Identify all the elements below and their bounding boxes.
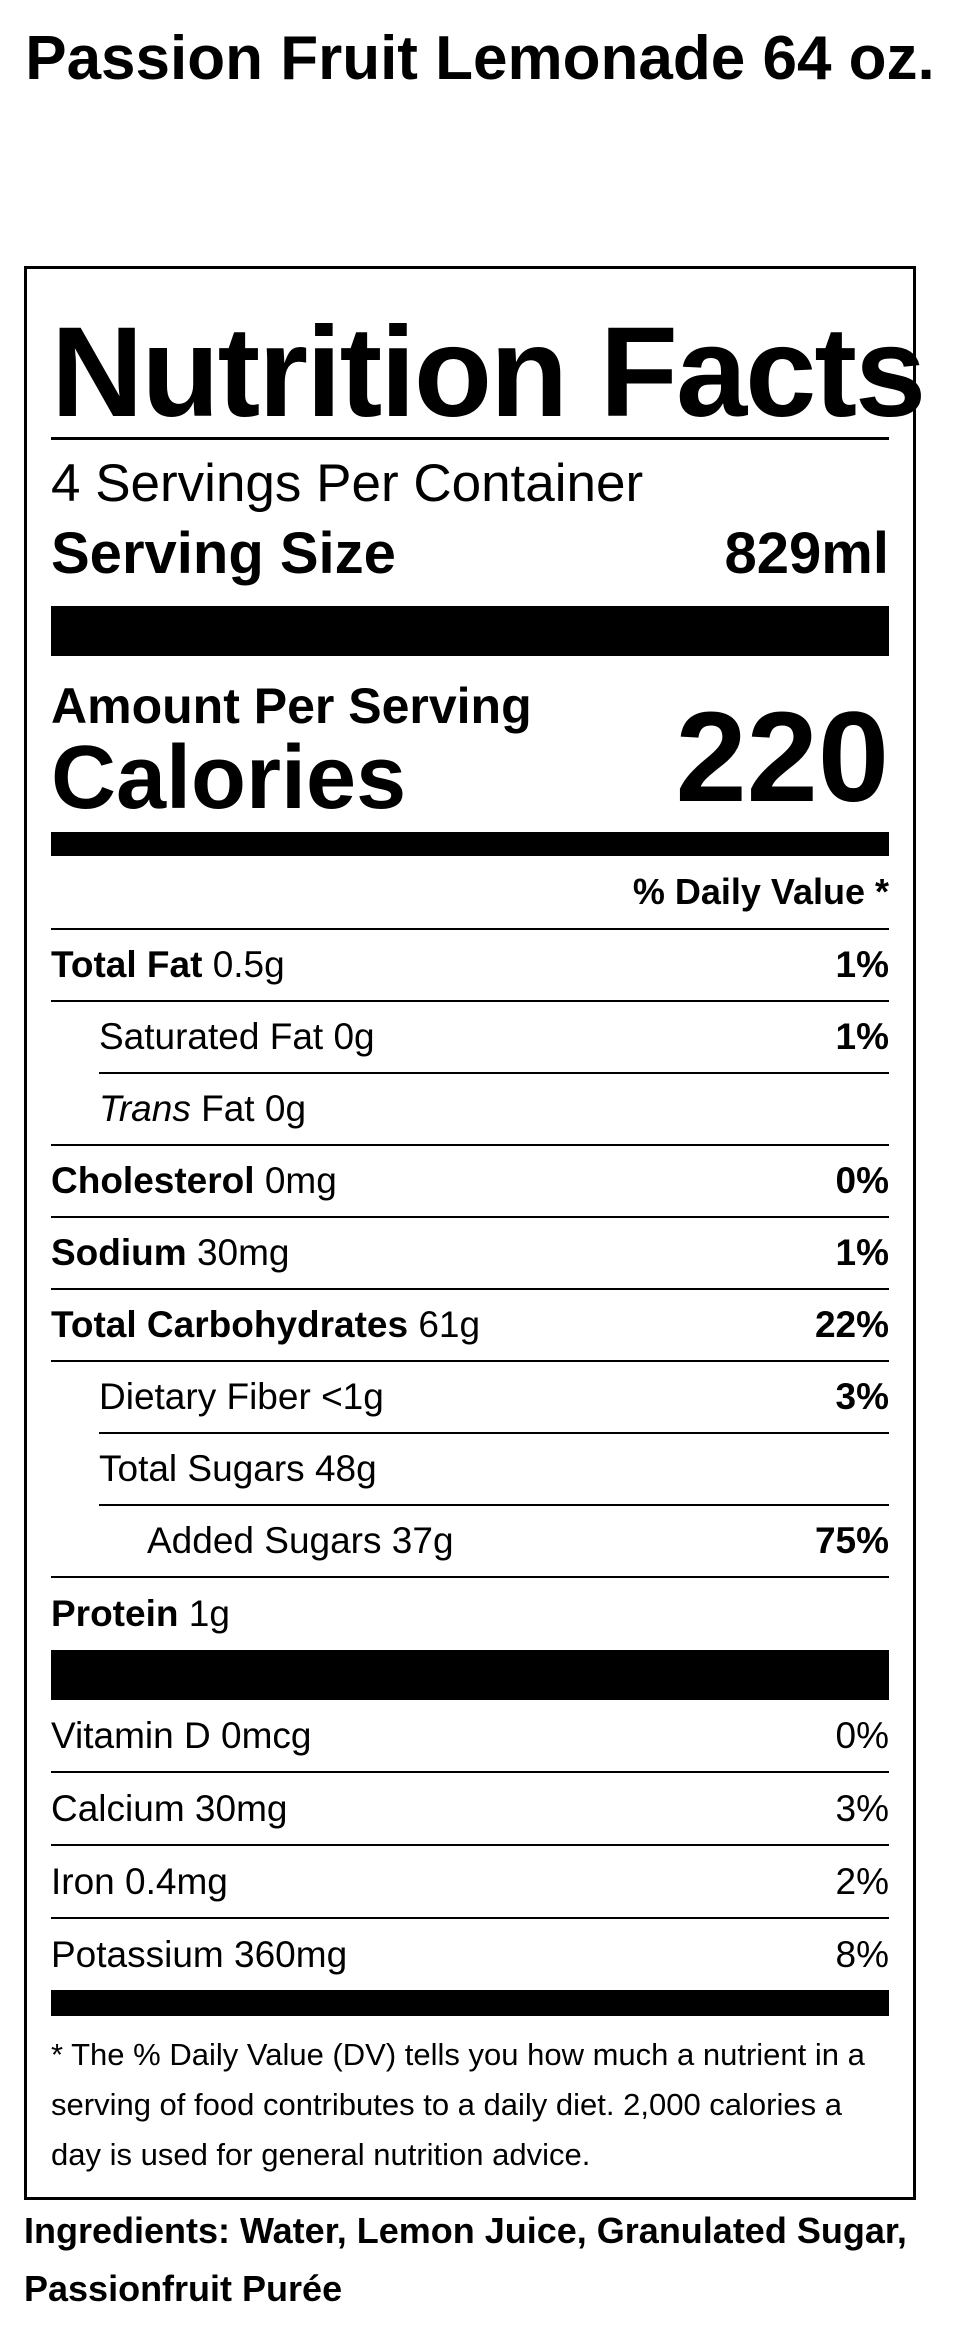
vitamin-row-potassium: Potassium 360mg 8%	[51, 1919, 889, 1992]
nutrient-name: Total Fat	[51, 944, 203, 985]
nutrient-dv: 0%	[835, 1160, 889, 1201]
vitamin-amount: 0mcg	[221, 1714, 312, 1756]
nutrient-amount: 37g	[391, 1520, 454, 1561]
nutrient-name: Total Carbohydrates	[51, 1304, 409, 1345]
nutrient-row-saturated-fat: Saturated Fat 0g 1%	[99, 1002, 889, 1074]
vitamin-dv: 8%	[835, 1933, 889, 1975]
nutrient-name: Total Sugars	[99, 1448, 305, 1489]
nutrient-dv: 22%	[814, 1304, 889, 1345]
nutrient-name: Sodium	[51, 1232, 187, 1273]
nutrient-amount: 1g	[188, 1593, 230, 1634]
daily-value-footnote: * The % Daily Value (DV) tells you how m…	[51, 2037, 865, 2172]
nutrient-row-added-sugars: Added Sugars 37g 75%	[51, 1506, 889, 1578]
nutrient-dv: 1%	[835, 1016, 889, 1057]
nutrient-name-italic: Trans	[99, 1088, 191, 1129]
medium-divider	[51, 832, 889, 856]
nutrient-row-dietary-fiber: Dietary Fiber <1g 3%	[99, 1362, 889, 1434]
vitamin-row-vitamin-d: Vitamin D 0mcg 0%	[51, 1700, 889, 1773]
nutrition-facts-label: Nutrition Facts 4 Servings Per Container…	[24, 266, 926, 2200]
vitamin-name: Calcium	[51, 1787, 185, 1829]
nutrient-dv: 75%	[814, 1520, 889, 1561]
vitamin-dv: 0%	[835, 1714, 889, 1756]
daily-value-header: % Daily Value *	[51, 856, 889, 930]
nutrient-amount: 30mg	[196, 1232, 290, 1273]
nutrient-row-total-carbohydrates: Total Carbohydrates 61g 22%	[51, 1290, 889, 1362]
nutrient-amount: 0.5g	[212, 944, 285, 985]
nutrient-row-trans-fat: Trans Fat 0g	[51, 1074, 889, 1146]
vitamin-amount: 360mg	[234, 1933, 348, 1975]
vitamin-name: Vitamin D	[51, 1714, 211, 1756]
nutrient-amount: <1g	[321, 1376, 384, 1417]
serving-size-row: Serving Size 829ml	[51, 514, 889, 586]
product-title: Passion Fruit Lemonade 64 oz.	[25, 24, 935, 93]
nutrient-amount: 0mg	[264, 1160, 337, 1201]
servings-per-container: 4 Servings Per Container	[51, 454, 644, 513]
nutrient-name: Protein	[51, 1593, 179, 1634]
nutrient-name: Cholesterol	[51, 1160, 255, 1201]
vitamin-name: Iron	[51, 1860, 115, 1902]
vitamin-dv: 2%	[835, 1860, 889, 1902]
nutrient-dv: 3%	[835, 1376, 889, 1417]
nutrient-row-sodium: Sodium 30mg 1%	[51, 1218, 889, 1290]
nutrient-name: Fat	[201, 1088, 255, 1129]
nutrient-row-total-sugars: Total Sugars 48g	[99, 1434, 889, 1506]
thick-divider	[51, 606, 889, 656]
calories-label: Calories	[51, 728, 407, 828]
serving-size-label: Serving Size	[51, 521, 396, 586]
calories-row: Amount Per Serving Calories 220	[51, 656, 889, 832]
nutrient-amount: 48g	[314, 1448, 377, 1489]
thick-divider	[51, 1650, 889, 1700]
nutrient-amount: 0g	[333, 1016, 375, 1057]
vitamin-amount: 30mg	[194, 1787, 288, 1829]
nutrition-facts-heading: Nutrition Facts	[51, 301, 926, 444]
vitamin-amount: 0.4mg	[125, 1860, 228, 1902]
nutrient-name: Dietary Fiber	[99, 1376, 311, 1417]
nutrient-row-protein: Protein 1g	[51, 1578, 889, 1650]
nutrient-amount: 0g	[264, 1088, 307, 1129]
nutrient-row-cholesterol: Cholesterol 0mg 0%	[51, 1146, 889, 1218]
ingredients-list: Ingredients: Water, Lemon Juice, Granula…	[24, 2210, 907, 2309]
nutrient-name: Saturated Fat	[99, 1016, 324, 1057]
nutrient-name: Added Sugars	[147, 1520, 382, 1561]
nutrient-amount: 61g	[418, 1304, 481, 1345]
vitamin-row-calcium: Calcium 30mg 3%	[51, 1773, 889, 1846]
vitamin-row-iron: Iron 0.4mg 2%	[51, 1846, 889, 1919]
amount-per-serving-label: Amount Per Serving	[51, 678, 532, 734]
medium-divider	[51, 1992, 889, 2016]
serving-size-value: 829ml	[724, 521, 889, 586]
vitamin-name: Potassium	[51, 1933, 224, 1975]
nutrient-dv: 1%	[835, 1232, 889, 1273]
nutrient-row-total-fat: Total Fat 0.5g 1%	[51, 930, 889, 1002]
calories-value: 220	[675, 686, 889, 829]
nutrient-dv: 1%	[835, 944, 889, 985]
vitamin-dv: 3%	[835, 1787, 889, 1829]
